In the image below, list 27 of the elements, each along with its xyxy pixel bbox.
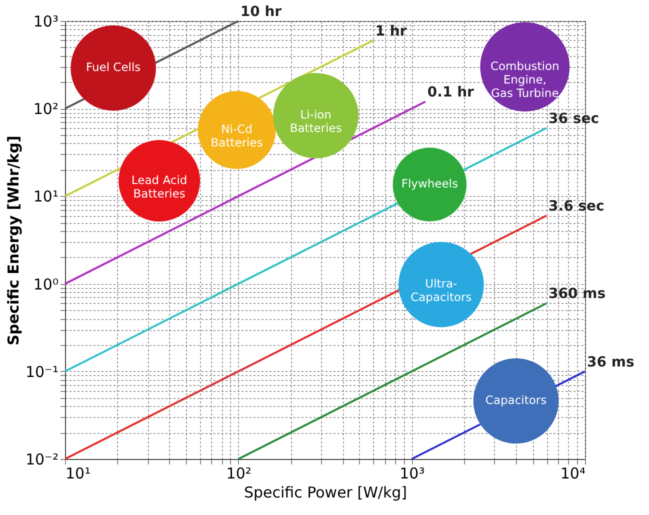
series-label: 0.1 hr [427,84,474,101]
x-tick-label: 10¹ [66,464,91,482]
series-label: 10 hr [240,4,282,20]
y-tick-label: 10⁰ [33,275,58,294]
series-label: Lead Acid Batteries [131,172,188,200]
y-tick-label: 10³ [33,12,58,30]
series-label: 36 sec [548,111,600,128]
series-label: Capacitors [485,392,547,407]
x-tick-label: 10² [226,464,252,482]
y-axis-title: Specific Energy [Whr/kg] [4,136,22,346]
x-tick-label: 10³ [400,464,425,482]
series-label: 3.6 sec [548,198,604,215]
series-label: Ultra- Capacitors [410,276,472,304]
series-label: Fuel Cells [86,60,141,74]
series-label: 1 hr [375,23,407,40]
x-tick-label: 10⁴ [560,464,586,482]
series-label: Li-ion Batteries [290,108,342,136]
x-axis-title: Specific Power [W/kg] [244,484,408,502]
series-label: 360 ms [548,286,606,302]
y-tick-label: 10¹ [33,188,58,206]
series-label: 36 ms [587,354,634,370]
y-tick-label: 10² [33,100,58,118]
series-label: Ni-Cd Batteries [210,122,263,150]
series-label: Flywheels [401,176,458,190]
y-tick-label: 10⁻¹ [25,362,58,381]
y-tick-label: 10⁻² [25,450,58,468]
series-label: Combustion Engine, Gas Turbine [490,58,560,100]
